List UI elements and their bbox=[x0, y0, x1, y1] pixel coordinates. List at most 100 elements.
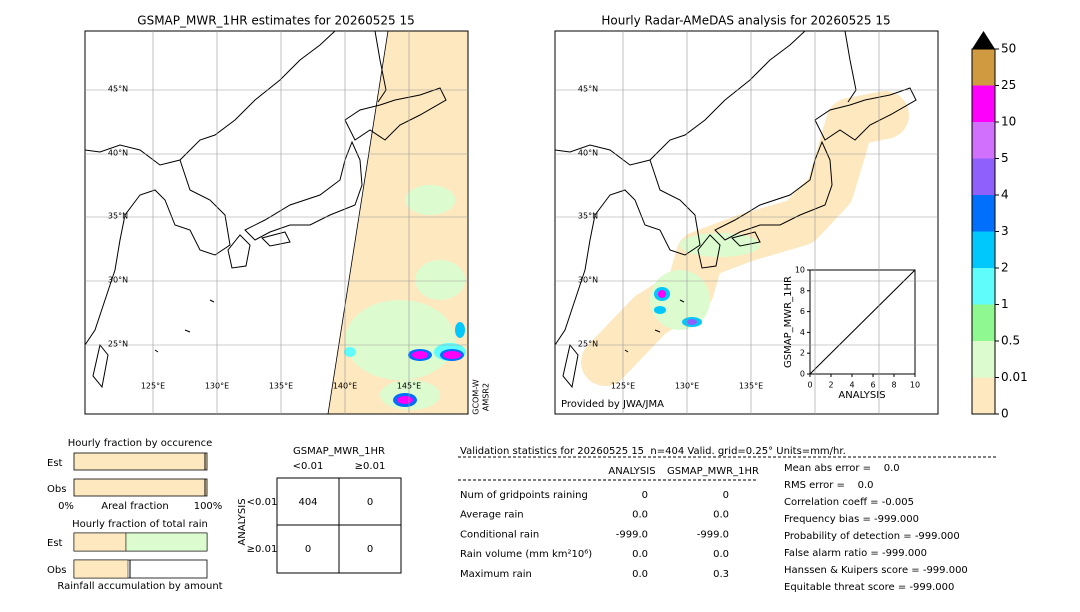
lon-label: 125°E bbox=[141, 382, 165, 391]
stat-label: Rain volume (mm km²10⁶) bbox=[460, 549, 592, 560]
score: Hanssen & Kuipers score = -999.000 bbox=[784, 565, 968, 576]
stat-value: -999.0 bbox=[697, 529, 729, 540]
lat-label: 35°N bbox=[108, 212, 128, 221]
satellite-label: AMSR2 bbox=[482, 383, 491, 411]
x-axis-label: ANALYSIS bbox=[838, 390, 885, 401]
stat-value: 0.0 bbox=[632, 569, 648, 580]
colorbar-label: 2 bbox=[1001, 261, 1009, 275]
lon-label: 140°E bbox=[333, 382, 357, 391]
colorbar-segment bbox=[972, 122, 995, 159]
stat-label: Num of gridpoints raining bbox=[460, 490, 588, 501]
stat-value: -999.0 bbox=[616, 529, 648, 540]
map-frame bbox=[84, 30, 469, 415]
row-header: ≥0.01 bbox=[247, 544, 278, 555]
score: Mean abs error = 0.0 bbox=[784, 463, 900, 474]
y-tick-label: 0 bbox=[800, 370, 805, 379]
axis-label: 0% bbox=[58, 501, 74, 512]
colorbar-label: 50 bbox=[1001, 42, 1016, 56]
est-occurrence-bar bbox=[73, 452, 208, 471]
lat-label: 25°N bbox=[108, 340, 128, 349]
lat-label: 45°N bbox=[578, 85, 598, 94]
row-label: Est bbox=[47, 538, 63, 549]
x-tick-label: 10 bbox=[910, 381, 920, 390]
stat-value: 0 bbox=[642, 490, 648, 501]
colorbar-label: 0.01 bbox=[1001, 370, 1028, 384]
table-cell: 404 bbox=[298, 497, 317, 508]
table-cell: 0 bbox=[367, 544, 373, 555]
colorbar-label: 4 bbox=[1001, 188, 1009, 202]
stat-label: Maximum rain bbox=[460, 569, 532, 580]
panel-footer: Rainfall accumulation by amount bbox=[57, 581, 222, 592]
stat-value: 0.0 bbox=[632, 549, 648, 560]
column-header: GSMAP_MWR_1HR bbox=[667, 466, 759, 477]
est-rain-segment bbox=[73, 532, 127, 552]
lat-label: 30°N bbox=[108, 276, 128, 285]
colorbar-label: 0 bbox=[1001, 407, 1009, 421]
stat-value: 0.0 bbox=[632, 510, 648, 521]
column-header: ≥0.01 bbox=[355, 461, 386, 472]
lat-label: 35°N bbox=[578, 212, 598, 221]
lon-label: 145°E bbox=[397, 382, 421, 391]
column-header: <0.01 bbox=[293, 461, 324, 472]
colorbar-segment bbox=[972, 158, 995, 195]
colorbar-label: 3 bbox=[1001, 224, 1009, 238]
score: Frequency bias = -999.000 bbox=[784, 514, 919, 525]
lon-label: 130°E bbox=[205, 382, 229, 391]
row-label: Obs bbox=[47, 484, 66, 495]
map-title: GSMAP_MWR_1HR estimates for 20260525 15 bbox=[137, 14, 414, 28]
satellite-label: GCOM-W bbox=[472, 379, 481, 415]
credit: Provided by JWA/JMA bbox=[561, 399, 664, 410]
y-tick-label: 10 bbox=[795, 266, 805, 275]
stat-value: 0.0 bbox=[713, 510, 729, 521]
lon-label: 135°E bbox=[269, 382, 293, 391]
row-header: <0.01 bbox=[247, 497, 278, 508]
est-rain-segment bbox=[125, 532, 208, 552]
row-label: Obs bbox=[47, 565, 66, 576]
lat-label: 25°N bbox=[578, 340, 598, 349]
table-cell: 0 bbox=[367, 497, 373, 508]
colorbar-segment bbox=[972, 341, 995, 378]
stats-header: Validation statistics for 20260525 15 n=… bbox=[460, 446, 846, 457]
panel-title: Hourly fraction by occurence bbox=[68, 438, 212, 449]
panel-title: Hourly fraction of total rain bbox=[72, 519, 208, 530]
colorbar-segment bbox=[972, 268, 995, 305]
x-tick-label: 0 bbox=[807, 381, 812, 390]
stat-value: 0 bbox=[723, 490, 729, 501]
x-tick-label: 4 bbox=[849, 381, 854, 390]
column-header: ANALYSIS bbox=[608, 466, 655, 477]
left-map bbox=[84, 30, 469, 415]
y-tick-label: 8 bbox=[800, 286, 805, 295]
colorbar-extend bbox=[972, 31, 995, 49]
colorbar-segment bbox=[972, 304, 995, 341]
colorbar-segment bbox=[972, 85, 995, 122]
colorbar-label: 25 bbox=[1001, 78, 1016, 92]
table-title: GSMAP_MWR_1HR bbox=[293, 446, 385, 457]
x-tick-label: 6 bbox=[870, 381, 875, 390]
colorbar-segment bbox=[972, 49, 995, 86]
map-frame bbox=[554, 30, 939, 415]
lon-label: 125°E bbox=[611, 382, 635, 391]
obs-occurrence-bar bbox=[73, 478, 208, 497]
score: Correlation coeff = -0.005 bbox=[784, 497, 914, 508]
x-tick-label: 8 bbox=[891, 381, 896, 390]
lat-label: 40°N bbox=[578, 149, 598, 158]
table-cell: 0 bbox=[305, 544, 311, 555]
row-axis-label: ANALYSIS bbox=[237, 498, 248, 545]
map-title: Hourly Radar-AMeDAS analysis for 2026052… bbox=[601, 14, 890, 28]
stat-value: 0.0 bbox=[713, 549, 729, 560]
colorbar-segment bbox=[972, 231, 995, 268]
stat-label: Conditional rain bbox=[460, 529, 539, 540]
x-tick-label: 2 bbox=[828, 381, 833, 390]
colorbar-label: 10 bbox=[1001, 115, 1016, 129]
axis-label: 100% bbox=[194, 501, 223, 512]
colorbar-label: 5 bbox=[1001, 151, 1009, 165]
obs-rain-segment bbox=[73, 559, 129, 579]
lon-label: 135°E bbox=[739, 382, 763, 391]
colorbar-label: 1 bbox=[1001, 297, 1009, 311]
lat-label: 30°N bbox=[578, 276, 598, 285]
colorbar-segment bbox=[972, 195, 995, 232]
lat-label: 45°N bbox=[108, 85, 128, 94]
y-tick-label: 2 bbox=[800, 349, 805, 358]
stat-value: 0.3 bbox=[713, 569, 729, 580]
